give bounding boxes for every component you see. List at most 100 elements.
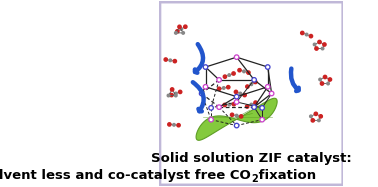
Circle shape — [270, 91, 274, 96]
Circle shape — [271, 93, 273, 94]
Circle shape — [252, 78, 256, 82]
Circle shape — [204, 66, 206, 68]
Circle shape — [222, 87, 225, 89]
Circle shape — [253, 79, 255, 81]
Circle shape — [236, 125, 237, 126]
Circle shape — [178, 25, 181, 28]
Circle shape — [318, 40, 321, 44]
Circle shape — [267, 86, 269, 88]
Circle shape — [168, 123, 171, 126]
Circle shape — [175, 92, 177, 95]
Circle shape — [311, 119, 314, 122]
Text: fixation: fixation — [254, 169, 316, 182]
Circle shape — [218, 79, 220, 81]
Circle shape — [261, 119, 263, 121]
Circle shape — [217, 87, 221, 91]
Circle shape — [228, 103, 231, 106]
Circle shape — [175, 32, 177, 34]
Circle shape — [164, 58, 167, 61]
Circle shape — [265, 65, 270, 69]
Circle shape — [178, 90, 182, 94]
Circle shape — [239, 92, 242, 95]
Circle shape — [234, 90, 238, 94]
Circle shape — [217, 78, 222, 82]
Circle shape — [315, 47, 318, 50]
Circle shape — [209, 117, 213, 122]
Circle shape — [319, 78, 321, 81]
Text: 2: 2 — [251, 174, 258, 184]
Circle shape — [323, 43, 326, 46]
Circle shape — [223, 103, 226, 107]
Circle shape — [234, 55, 239, 59]
Circle shape — [261, 107, 263, 109]
Circle shape — [217, 105, 222, 109]
Circle shape — [234, 123, 239, 128]
Circle shape — [246, 105, 249, 108]
Circle shape — [319, 115, 322, 118]
Text: Solvent less and co-catalyst free CO: Solvent less and co-catalyst free CO — [0, 169, 251, 182]
Circle shape — [236, 96, 237, 98]
Circle shape — [177, 124, 180, 127]
Circle shape — [265, 85, 270, 89]
Circle shape — [250, 103, 253, 106]
Circle shape — [320, 82, 324, 85]
Circle shape — [252, 105, 256, 109]
Circle shape — [236, 56, 237, 58]
Circle shape — [240, 115, 243, 118]
Circle shape — [184, 25, 187, 28]
Circle shape — [173, 124, 175, 126]
Circle shape — [236, 101, 237, 103]
Polygon shape — [196, 98, 277, 140]
Circle shape — [324, 75, 327, 79]
Circle shape — [243, 94, 246, 97]
Text: Solid solution ZIF catalyst:: Solid solution ZIF catalyst: — [151, 152, 352, 165]
Circle shape — [247, 71, 250, 74]
Circle shape — [234, 94, 239, 99]
Circle shape — [253, 106, 255, 108]
Circle shape — [254, 80, 257, 84]
Circle shape — [321, 47, 324, 50]
Circle shape — [267, 66, 269, 68]
Circle shape — [200, 91, 204, 96]
Circle shape — [228, 74, 231, 76]
Circle shape — [305, 33, 308, 36]
Circle shape — [170, 94, 173, 97]
Circle shape — [310, 115, 312, 118]
Circle shape — [246, 85, 249, 88]
Circle shape — [170, 88, 174, 91]
Circle shape — [173, 59, 177, 63]
Circle shape — [204, 86, 206, 88]
Circle shape — [176, 30, 179, 33]
Circle shape — [210, 119, 212, 121]
Circle shape — [203, 65, 208, 69]
Circle shape — [250, 83, 253, 86]
Circle shape — [313, 43, 316, 46]
Circle shape — [238, 69, 241, 72]
Circle shape — [234, 100, 239, 104]
Circle shape — [226, 85, 230, 89]
Circle shape — [180, 28, 183, 30]
Circle shape — [314, 112, 318, 116]
Circle shape — [167, 94, 170, 97]
Circle shape — [254, 101, 257, 104]
Circle shape — [235, 114, 238, 117]
Circle shape — [231, 113, 234, 117]
Circle shape — [201, 93, 203, 94]
Circle shape — [203, 85, 208, 89]
Circle shape — [169, 59, 172, 62]
Circle shape — [175, 94, 177, 97]
Circle shape — [223, 75, 226, 78]
Circle shape — [218, 106, 220, 108]
Circle shape — [309, 34, 313, 38]
Circle shape — [232, 102, 235, 106]
Circle shape — [232, 72, 235, 75]
Circle shape — [260, 106, 264, 110]
Circle shape — [301, 31, 304, 35]
Circle shape — [328, 78, 332, 81]
Circle shape — [182, 32, 184, 34]
Circle shape — [210, 107, 212, 109]
Circle shape — [327, 82, 329, 85]
Circle shape — [209, 106, 213, 110]
Circle shape — [318, 119, 320, 122]
Circle shape — [243, 70, 245, 73]
